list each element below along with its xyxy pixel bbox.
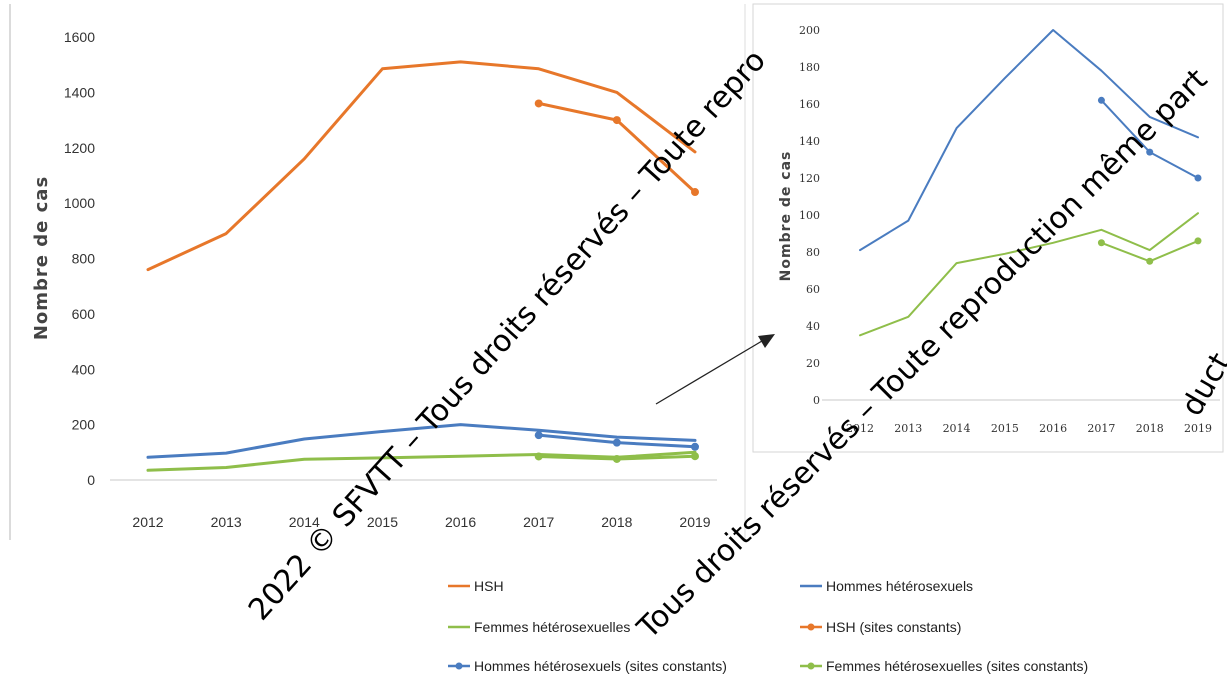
left-panel-frame: [9, 4, 746, 540]
inset-y-tick-label: 120: [799, 172, 820, 185]
inset-y-tick-label: 180: [799, 61, 820, 74]
legend-marker-hsh_c: [807, 623, 815, 631]
inset-y-tick-label: 0: [813, 394, 820, 407]
inset-y-axis-label: Nombre de cas: [778, 151, 794, 282]
zoom-arrow: [655, 334, 775, 405]
legend-label-fem: Femmes hétérosexuelles: [474, 619, 630, 635]
main-y-tick-label: 1600: [64, 29, 95, 45]
inset-y-tick-label: 80: [806, 246, 820, 259]
main-y-tick-label: 200: [72, 417, 96, 433]
inset-point-fem_c: [1194, 237, 1202, 245]
legend-label-hsh: HSH: [474, 578, 504, 594]
inset-series: [859, 29, 1202, 337]
main-series: [146, 60, 699, 472]
main-point-hom_c: [534, 431, 543, 440]
watermark-text-3: duct: [1175, 347, 1227, 422]
watermark-text-1: 2022 © SFVTT – Tous droits réservés – To…: [242, 43, 773, 627]
main-y-tick-label: 1400: [64, 84, 95, 100]
main-y-tick-label: 800: [72, 251, 96, 267]
main-point-hsh_c: [534, 99, 543, 108]
main-y-ticks: 0 200 400 600 800 1000 1200 1400 1600: [64, 29, 95, 488]
main-point-hsh_c: [612, 116, 621, 125]
main-point-fem_c: [534, 452, 543, 461]
main-point-fem_c: [691, 452, 699, 461]
legend-label-hom: Hommes hétérosexuels: [826, 578, 973, 594]
inset-y-tick-label: 20: [806, 357, 820, 370]
legend-label-hom_c: Hommes hétérosexuels (sites constants): [474, 658, 727, 674]
inset-point-hom_c: [1146, 148, 1154, 156]
main-y-tick-label: 1000: [64, 195, 95, 211]
inset-x-tick-label: 2012: [846, 422, 874, 435]
inset-y-tick-label: 60: [806, 283, 820, 296]
inset-y-tick-label: 40: [806, 320, 820, 333]
inset-point-fem_c: [1146, 257, 1154, 265]
main-x-tick-label: 2015: [367, 514, 398, 530]
main-x-tick-label: 2017: [523, 514, 554, 530]
main-x-tick-label: 2018: [601, 514, 632, 530]
main-y-tick-label: 600: [72, 306, 96, 322]
inset-point-hom_c: [1194, 174, 1202, 182]
main-point-fem_c: [612, 454, 621, 463]
main-point-hom_c: [691, 442, 699, 451]
right-panel-frame: [752, 3, 1224, 453]
inset-y-tick-label: 100: [799, 209, 820, 222]
inset-x-tick-label: 2016: [1039, 422, 1067, 435]
main-point-hom_c: [612, 438, 621, 447]
main-series-line-hsh: [146, 60, 697, 272]
inset-y-ticks: 0 20 40 60 80 100 120 140 160 180 200: [799, 24, 820, 407]
main-chart: Nombre de cas 0 200 400 600 800 1000 1200 1400 1…: [31, 29, 717, 530]
watermark-text-2: Tous droits réservés – Toute reproductio…: [630, 62, 1214, 646]
inset-x-tick-label: 2013: [894, 422, 922, 435]
inset-chart: Nombre de cas 0 20 40 60 80 100 120 140 160 180 20…: [778, 24, 1220, 435]
legend-label-fem_c: Femmes hétérosexuelles (sites constants): [826, 658, 1088, 674]
inset-x-tick-label: 2018: [1136, 422, 1164, 435]
main-series-line-hom: [146, 423, 697, 459]
inset-point-fem_c: [1097, 239, 1105, 247]
inset-series-line-hom: [859, 29, 1199, 252]
legend-marker-hom_c: [455, 662, 463, 670]
legend-marker-fem_c: [807, 662, 815, 670]
main-y-tick-label: 0: [87, 472, 95, 488]
main-point-hsh_c: [691, 188, 699, 197]
inset-x-tick-label: 2019: [1184, 422, 1212, 435]
inset-x-ticks: 2012 2013 2014 2015 2016 2017 2018 2019: [846, 422, 1212, 435]
main-x-ticks: 2012 2013 2014 2015 2016 2017 2018 2019: [132, 514, 710, 530]
inset-y-tick-label: 200: [799, 24, 820, 37]
main-x-tick-label: 2019: [679, 514, 710, 530]
main-x-tick-label: 2012: [132, 514, 163, 530]
main-x-tick-label: 2013: [211, 514, 242, 530]
main-series-line-fem: [146, 450, 697, 472]
inset-x-tick-label: 2017: [1087, 422, 1115, 435]
legend-label-hsh_c: HSH (sites constants): [826, 619, 961, 635]
main-y-tick-label: 1200: [64, 140, 95, 156]
inset-x-tick-label: 2015: [991, 422, 1019, 435]
legend: HSH Hommes hétérosexuels Femmes hétérosexu…: [448, 578, 1088, 674]
inset-x-tick-label: 2014: [943, 422, 971, 435]
main-x-tick-label: 2016: [445, 514, 476, 530]
inset-y-tick-label: 140: [799, 135, 820, 148]
main-y-axis-label: Nombre de cas: [31, 176, 52, 340]
inset-y-tick-label: 160: [799, 98, 820, 111]
inset-series-line-fem: [859, 212, 1199, 337]
main-x-tick-label: 2014: [289, 514, 320, 530]
main-y-tick-label: 400: [72, 361, 96, 377]
watermark: 2022 © SFVTT – Tous droits réservés – To…: [242, 43, 1227, 646]
inset-point-hom_c: [1097, 96, 1105, 104]
